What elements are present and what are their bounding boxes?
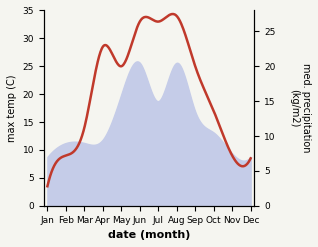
- Y-axis label: med. precipitation
(kg/m2): med. precipitation (kg/m2): [289, 63, 311, 153]
- Y-axis label: max temp (C): max temp (C): [7, 74, 17, 142]
- X-axis label: date (month): date (month): [108, 230, 190, 240]
